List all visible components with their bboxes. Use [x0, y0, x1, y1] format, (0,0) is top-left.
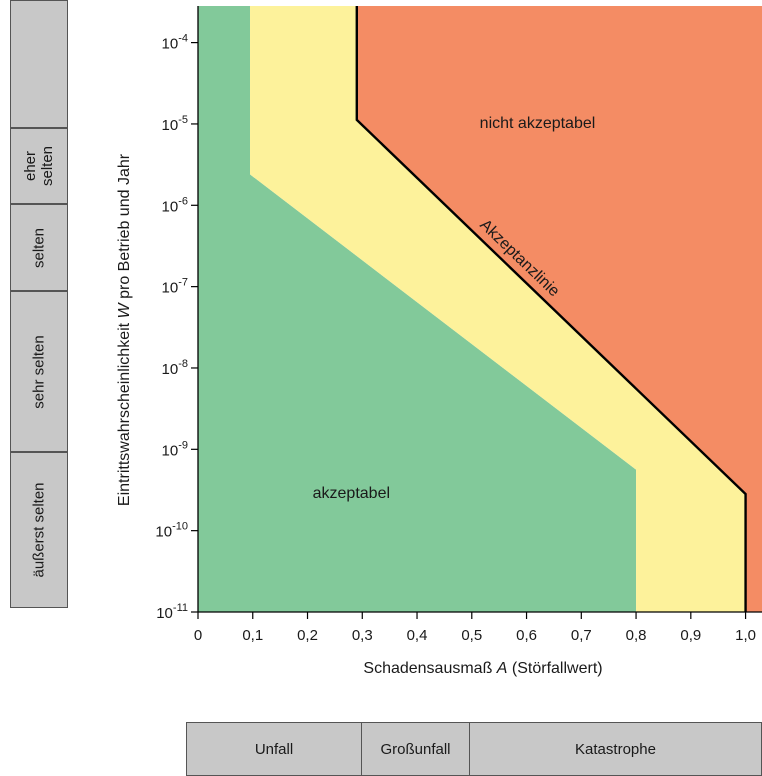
bottom-bar-katastrophe: Katastrophe [469, 722, 762, 776]
x-tick-label: 0,9 [680, 627, 701, 644]
x-tick-label: 1,0 [735, 627, 756, 644]
risk-chart: Akzeptanzlinie nicht akzeptabelakzeptabe… [116, 6, 762, 677]
bottom-label-grossunfall: Großunfall [380, 741, 451, 758]
annotation-label: nicht akzeptabel [480, 115, 596, 132]
x-axis-title: Schadensausmaß A (Störfallwert) [363, 660, 602, 677]
region-1 [250, 6, 746, 612]
y-tick-label: 10-7 [162, 277, 188, 297]
side-bar-sehr-selten: sehr selten [10, 291, 68, 452]
side-bar-top-blank [10, 0, 68, 128]
side-bar-selten: selten [10, 204, 68, 291]
side-bar-eher-selten: eher selten [10, 128, 68, 204]
y-tick-label: 10-6 [162, 195, 188, 215]
y-ticks: 10-11 10-10 10-9 10-8 10-7 10-6 10-5 10-4 [155, 33, 198, 622]
region-0 [198, 6, 637, 612]
x-tick-label: 0,6 [516, 627, 537, 644]
region-2 [356, 6, 762, 612]
risk-regions [198, 6, 762, 612]
y-tick-label: 10-9 [162, 439, 188, 459]
bottom-bar-grossunfall: Großunfall [361, 722, 470, 776]
y-tick-label: 10-5 [162, 114, 188, 134]
x-ticks: 0 0,1 0,2 0,3 0,4 0,5 0,6 0,7 0,8 0,9 1,0 [194, 612, 756, 644]
y-axis-title: Eintrittswahrscheinlichkeit W pro Betrie… [116, 153, 133, 506]
x-tick-label: 0,3 [352, 627, 373, 644]
acceptance-line [355, 6, 747, 612]
x-tick-label: 0,2 [297, 627, 318, 644]
y-tick-label: 10-10 [155, 521, 188, 541]
side-bar-aeusserst-selten: äußerst selten [10, 452, 68, 608]
bottom-label-unfall: Unfall [254, 741, 294, 758]
bottom-bar-unfall: Unfall [186, 722, 362, 776]
x-tick-label: 0,5 [461, 627, 482, 644]
bottom-label-katastrophe: Katastrophe [575, 741, 656, 758]
y-tick-label: 10-8 [162, 358, 188, 378]
axes [197, 6, 762, 613]
x-tick-label: 0 [194, 627, 202, 644]
y-tick-label: 10-11 [156, 602, 188, 622]
x-tick-label: 0,8 [626, 627, 647, 644]
x-tick-label: 0,7 [571, 627, 592, 644]
region-annotations: nicht akzeptabel akzeptabel [313, 115, 596, 502]
y-tick-label: 10-4 [162, 33, 188, 53]
x-tick-label: 0,4 [407, 627, 428, 644]
x-tick-label: 0,1 [242, 627, 263, 644]
annotation-label: akzeptabel [313, 485, 390, 502]
